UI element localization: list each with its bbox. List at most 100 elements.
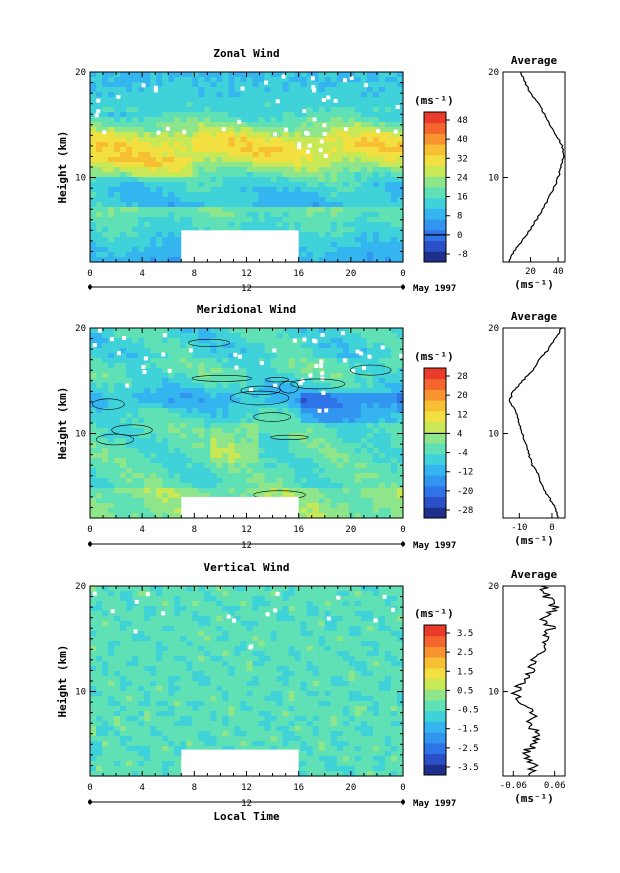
heatmap-cell [324,338,332,344]
heatmap-cell [168,448,175,454]
heatmap-cell [306,443,314,449]
heatmap-cell [288,338,296,344]
heatmap-cell [108,122,115,128]
heatmap-cell [168,586,175,592]
heatmap-cell [150,328,157,334]
heatmap-cell [240,433,248,439]
heatmap-cell [270,207,278,213]
heatmap-cell [336,368,344,374]
heatmap-cell [138,207,145,213]
heatmap-cell [174,132,181,138]
heatmap-cell [360,182,368,188]
heatmap-cell [180,448,187,454]
heatmap-cell [294,473,302,479]
heatmap-cell [162,771,169,777]
heatmap-cell [306,328,314,334]
heatmap-cell [354,383,362,389]
heatmap-cell [312,112,320,118]
heatmap-cell [252,488,260,494]
heatmap-cell [300,102,308,108]
missing-data [302,109,307,113]
heatmap-cell [156,646,163,652]
heatmap-cell [168,621,175,627]
heatmap-cell [312,197,320,203]
heatmap-cell [294,488,302,494]
heatmap-cell [276,72,284,78]
heatmap-cell [366,328,374,334]
heatmap-cell [312,187,320,193]
heatmap-cell [144,197,151,203]
heatmap-cell [150,691,157,697]
day-band-marker [88,542,92,546]
heatmap-cell [126,646,133,652]
heatmap-cell [192,132,199,138]
heatmap-cell [102,363,109,369]
heatmap-cell [222,227,230,233]
heatmap-cell [144,606,151,612]
average-unit: (ms⁻¹) [514,278,554,291]
heatmap-cell [126,252,133,258]
heatmap-cell [354,132,362,138]
heatmap-cell [120,373,127,379]
heatmap-cell [138,102,145,108]
heatmap-cell [144,112,151,118]
heatmap-cell [126,378,133,384]
heatmap-cell [396,508,404,514]
heatmap-cell [300,207,308,213]
heatmap-cell [162,77,169,83]
heatmap-cell [300,333,308,339]
heatmap-cell [252,182,260,188]
heatmap-cell [114,641,121,647]
heatmap-cell [126,656,133,662]
missing-data [333,98,338,103]
heatmap-cell [138,591,145,597]
heatmap-cell [378,458,386,464]
heatmap-cell [108,661,115,667]
heatmap-cell [204,378,211,384]
heatmap-cell [330,438,338,444]
heatmap-cell [126,408,133,414]
heatmap-cell [312,408,320,414]
heatmap-cell [246,162,254,168]
heatmap-cell [162,162,169,168]
heatmap-cell [234,353,242,359]
heatmap-cell [168,137,175,143]
heatmap-cell [90,363,97,369]
heatmap-cell [198,348,205,354]
heatmap-cell [114,343,121,349]
heatmap-cell [156,433,163,439]
heatmap-cell [186,122,193,128]
heatmap-cell [120,353,127,359]
heatmap-cell [330,423,338,429]
heatmap-cell [204,413,211,419]
heatmap-cell [342,343,350,349]
heatmap-cell [162,207,169,213]
heatmap-cell [192,187,199,193]
heatmap-cell [288,413,296,419]
heatmap-cell [186,443,193,449]
heatmap-cell [114,686,121,692]
heatmap-cell [324,227,332,233]
heatmap-cell [288,418,296,424]
heatmap-cell [282,483,290,489]
heatmap-cell [258,348,266,354]
heatmap-cell [126,197,133,203]
heatmap-cell [342,378,350,384]
heatmap-cell [240,403,248,409]
heatmap-cell [258,458,266,464]
heatmap-cell [264,443,272,449]
heatmap-cell [144,681,151,687]
heatmap-cell [264,358,272,364]
heatmap-cell [384,172,392,178]
heatmap-cell [234,333,242,339]
heatmap-cell [282,117,290,123]
heatmap-cell [216,197,224,203]
heatmap-cell [96,483,103,489]
heatmap-cell [108,112,115,118]
heatmap-cell [354,107,362,113]
heatmap-cell [264,132,272,138]
heatmap-cell [108,611,115,617]
heatmap-cell [144,408,151,414]
heatmap-cell [276,438,284,444]
heatmap-cell [186,591,193,597]
